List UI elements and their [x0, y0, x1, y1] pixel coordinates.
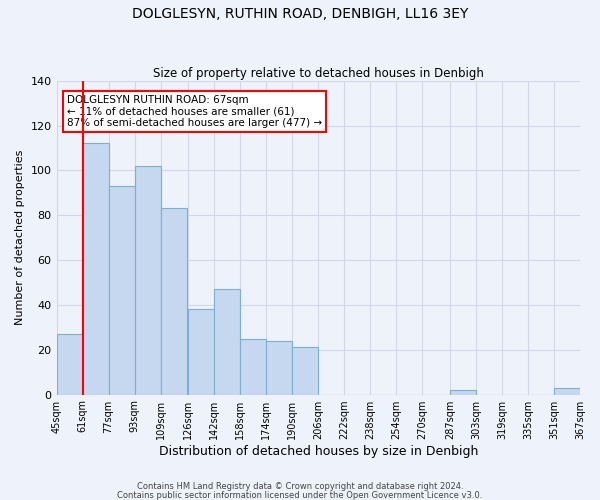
- Title: Size of property relative to detached houses in Denbigh: Size of property relative to detached ho…: [153, 66, 484, 80]
- Text: Contains public sector information licensed under the Open Government Licence v3: Contains public sector information licen…: [118, 490, 482, 500]
- Bar: [292, 348, 318, 395]
- Bar: [240, 338, 266, 394]
- Bar: [266, 341, 292, 394]
- Bar: [450, 390, 476, 394]
- Bar: [214, 289, 240, 395]
- Text: DOLGLESYN, RUTHIN ROAD, DENBIGH, LL16 3EY: DOLGLESYN, RUTHIN ROAD, DENBIGH, LL16 3E…: [132, 8, 468, 22]
- Bar: [188, 310, 214, 394]
- Bar: [109, 186, 134, 394]
- Text: DOLGLESYN RUTHIN ROAD: 67sqm
← 11% of detached houses are smaller (61)
87% of se: DOLGLESYN RUTHIN ROAD: 67sqm ← 11% of de…: [67, 95, 322, 128]
- Y-axis label: Number of detached properties: Number of detached properties: [15, 150, 25, 326]
- Text: Contains HM Land Registry data © Crown copyright and database right 2024.: Contains HM Land Registry data © Crown c…: [137, 482, 463, 491]
- Bar: [134, 166, 161, 394]
- Bar: [83, 144, 109, 394]
- Bar: [56, 334, 83, 394]
- X-axis label: Distribution of detached houses by size in Denbigh: Distribution of detached houses by size …: [158, 444, 478, 458]
- Bar: [161, 208, 187, 394]
- Bar: [554, 388, 580, 394]
